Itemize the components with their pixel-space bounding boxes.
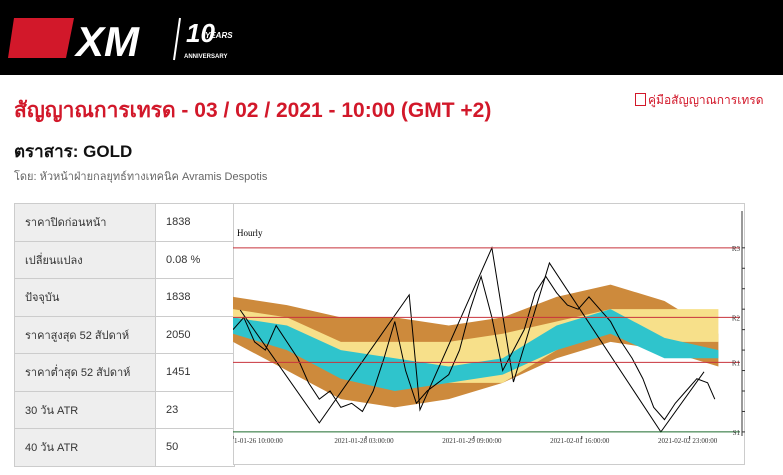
guide-link-text[interactable]: คู่มือสัญญาณการเทรด: [648, 93, 764, 107]
anniversary-sub: ANNIVERSARY: [184, 54, 227, 60]
table-row: เปลี่ยนแปลง 0.08 %: [14, 240, 235, 279]
label-cell: ปัจจุบัน: [14, 278, 156, 317]
level-label: S1: [733, 429, 741, 437]
logo-shape: [8, 18, 74, 58]
table-row: ราคาต่ำสุด 52 สัปดาห์ 1451: [14, 353, 235, 392]
x-tick-label: 2021-01-29 09:00:00: [442, 437, 502, 445]
table-row: ราคาสูงสุด 52 สัปดาห์ 2050: [14, 315, 235, 354]
label-cell: ราคาต่ำสุด 52 สัปดาห์: [14, 353, 156, 392]
label-cell: 40 วัน ATR: [14, 428, 156, 467]
logo: XM 10 YEARS ANNIVERSARY: [8, 17, 233, 65]
band: [233, 309, 719, 391]
label-cell: ราคาสูงสุด 52 สัปดาห์: [14, 315, 156, 354]
table-row: ราคาปิดก่อนหน้า 1838: [14, 203, 235, 242]
label-cell: ราคาปิดก่อนหน้า: [14, 203, 156, 242]
x-tick-label: 2021-01-28 03:00:00: [334, 437, 394, 445]
label-cell: 30 วัน ATR: [14, 390, 156, 429]
title: สัญญาณการเทรด - 03 / 02 / 2021 - 10:00 (…: [14, 99, 492, 122]
value-cell: 2050: [155, 315, 235, 354]
plot: [233, 246, 719, 433]
value-cell: 50: [155, 428, 235, 467]
value-cell: 1838: [155, 203, 235, 242]
value-cell: 1838: [155, 278, 235, 317]
level-label: R3: [732, 245, 741, 253]
x-tick-label: 2021-02-01 16:00:00: [550, 437, 610, 445]
label-cell: เปลี่ยนแปลง: [14, 240, 156, 279]
anniversary-number: 10: [186, 18, 215, 48]
table-row: 30 วัน ATR 23: [14, 390, 235, 429]
level-label: R2: [732, 314, 741, 322]
author: โดย: หัวหน้าฝ่ายกลยุทธ์ทางเทคนิค Avramis…: [14, 171, 268, 183]
anniversary-word: YEARS: [205, 31, 233, 40]
price-line: [233, 274, 716, 421]
logo-text: XM: [74, 18, 140, 65]
instrument: ตราสาร: GOLD: [14, 142, 133, 161]
value-cell: 1451: [155, 353, 235, 392]
chart: Hourly R3R2R1S11830183518401845185018551…: [233, 203, 745, 465]
value-cell: 23: [155, 390, 235, 429]
guide-link[interactable]: คู่มือสัญญาณการเทรด: [635, 91, 764, 110]
chart-subtitle: Hourly: [237, 228, 263, 238]
stats-table: ราคาปิดก่อนหน้า 1838 เปลี่ยนแปลง 0.08 % ปัจจ…: [14, 203, 235, 467]
header: XM 10 YEARS ANNIVERSARY: [0, 0, 783, 75]
table-row: ปัจจุบัน 1838: [14, 278, 235, 317]
level-label: R1: [732, 359, 741, 367]
x-tick-label: 1-01-26 10:00:00: [234, 437, 283, 445]
x-tick-label: 2021-02-02 23:00:00: [658, 437, 718, 445]
value-cell: 0.08 %: [155, 240, 235, 279]
table-row: 40 วัน ATR 50: [14, 428, 235, 467]
